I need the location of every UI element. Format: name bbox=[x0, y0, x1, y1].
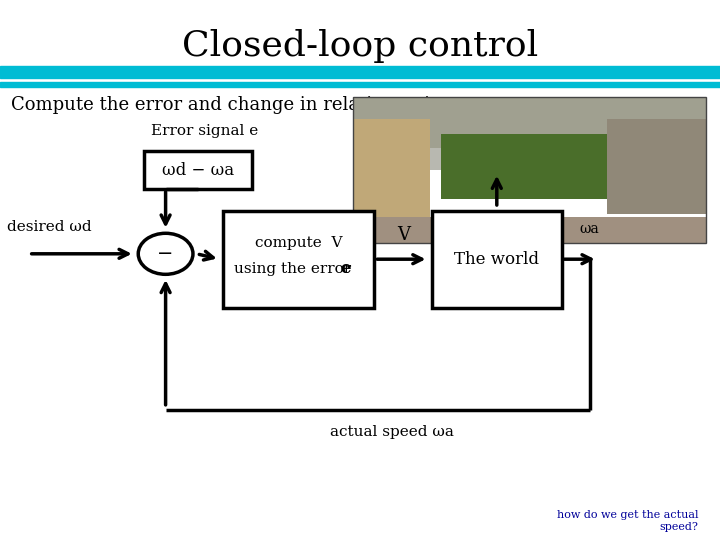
Text: ωd − ωa: ωd − ωa bbox=[162, 161, 234, 179]
Bar bbox=[353, 97, 706, 243]
Bar bbox=[459, 212, 536, 235]
Text: actual speed ωa: actual speed ωa bbox=[330, 425, 454, 439]
Bar bbox=[353, 217, 706, 243]
Text: Closed-loop control: Closed-loop control bbox=[182, 29, 538, 63]
Text: using the error: using the error bbox=[234, 262, 356, 276]
Bar bbox=[353, 119, 431, 221]
Text: ωa: ωa bbox=[580, 222, 599, 237]
Text: Error signal e: Error signal e bbox=[151, 124, 258, 138]
Bar bbox=[223, 211, 374, 308]
Text: how do we get the actual
speed?: how do we get the actual speed? bbox=[557, 510, 698, 532]
Text: −: − bbox=[158, 244, 174, 264]
Circle shape bbox=[138, 233, 193, 274]
Bar bbox=[353, 97, 706, 148]
Text: desired ωd: desired ωd bbox=[7, 220, 92, 234]
Bar bbox=[0, 66, 720, 78]
Bar bbox=[432, 211, 562, 308]
Bar bbox=[144, 151, 252, 189]
Text: The world: The world bbox=[454, 251, 539, 268]
Bar bbox=[607, 119, 706, 214]
Bar bbox=[353, 97, 706, 170]
Bar bbox=[441, 133, 618, 199]
Bar bbox=[477, 233, 494, 240]
Text: e: e bbox=[341, 260, 351, 278]
Text: V: V bbox=[397, 226, 410, 244]
Text: Compute the error and change in relation to it.: Compute the error and change in relation… bbox=[11, 96, 443, 114]
Text: compute  V: compute V bbox=[255, 236, 343, 250]
Bar bbox=[0, 82, 720, 87]
